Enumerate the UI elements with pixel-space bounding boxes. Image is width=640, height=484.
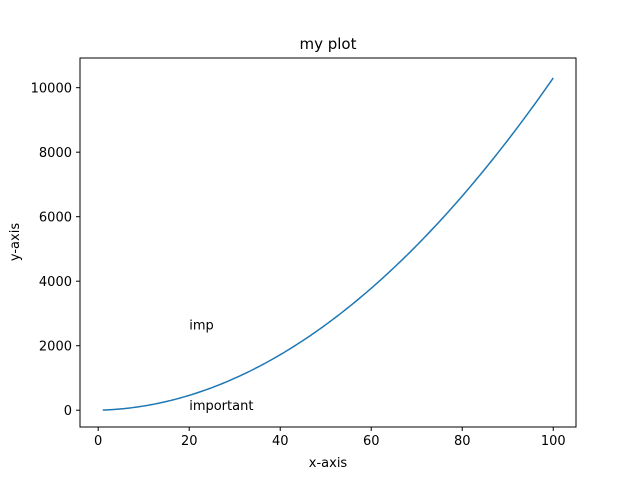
y-axis-ticks: 0 2000 4000 6000 8000 10000 xyxy=(31,82,80,419)
x-tick-label: 0 xyxy=(94,434,102,449)
x-tick-label: 40 xyxy=(272,434,289,449)
annotations: imp important xyxy=(189,319,253,415)
y-tick-label: 0 xyxy=(64,404,72,419)
x-axis-label: x-axis xyxy=(309,456,348,471)
x-tick-label: 80 xyxy=(454,434,471,449)
y-tick-label: 10000 xyxy=(31,82,72,97)
annotation-label: important xyxy=(189,399,253,414)
annotation-label: imp xyxy=(189,319,214,334)
plot-area-frame xyxy=(79,57,577,428)
y-tick-label: 8000 xyxy=(39,146,72,161)
y-axis-label: y-axis xyxy=(8,223,23,261)
x-tick-label: 100 xyxy=(541,434,566,449)
y-tick-label: 2000 xyxy=(39,340,72,355)
x-axis-ticks: 0 20 40 60 80 100 xyxy=(94,427,566,449)
x-tick-label: 60 xyxy=(363,434,380,449)
y-tick-label: 4000 xyxy=(39,275,72,290)
chart-title: my plot xyxy=(299,35,356,53)
series-line xyxy=(102,77,554,411)
y-tick-label: 6000 xyxy=(39,211,72,226)
x-tick-label: 20 xyxy=(181,434,198,449)
